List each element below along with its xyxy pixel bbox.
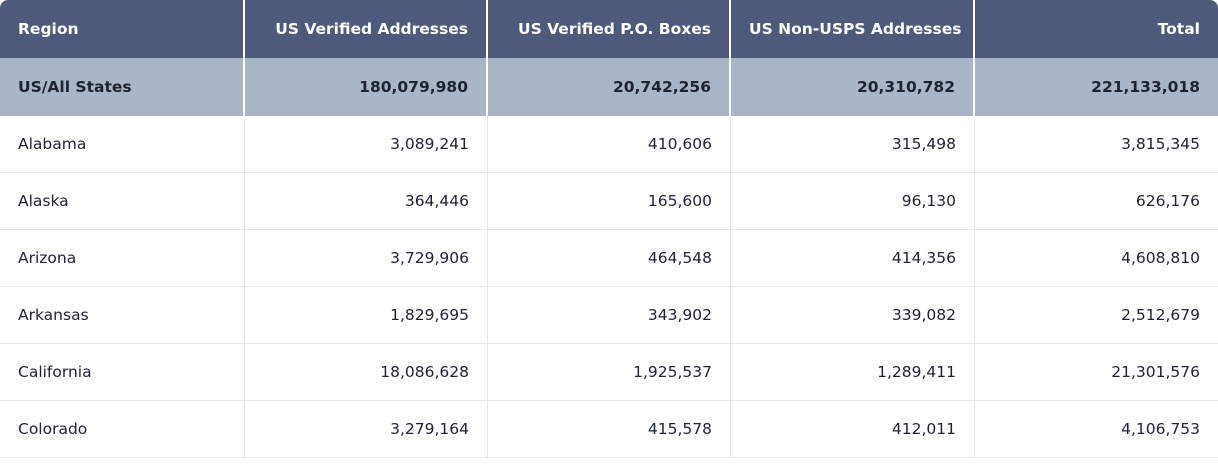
- table-cell: 339,082: [731, 287, 975, 344]
- table-cell: 3,729,906: [245, 230, 488, 287]
- table-cell: 414,356: [731, 230, 975, 287]
- table-cell: 343,902: [488, 287, 731, 344]
- column-header: US Verified Addresses: [245, 0, 488, 58]
- table-row: Colorado 3,279,164 415,578 412,011 4,106,753: [0, 401, 1218, 458]
- table-body: US/All States 180,079,980 20,742,256 20,310…: [0, 58, 1218, 458]
- table-cell: 165,600: [488, 173, 731, 230]
- summary-cell: 221,133,018: [975, 58, 1218, 116]
- header-row: Region US Verified Addresses US Verified P…: [0, 0, 1218, 58]
- table-cell: 1,925,537: [488, 344, 731, 401]
- table-cell: 3,089,241: [245, 116, 488, 173]
- table-cell: Arizona: [0, 230, 245, 287]
- table-cell: 4,608,810: [975, 230, 1218, 287]
- column-header: Region: [0, 0, 245, 58]
- table-cell: 626,176: [975, 173, 1218, 230]
- table-cell: 464,548: [488, 230, 731, 287]
- table-cell: Alaska: [0, 173, 245, 230]
- table-cell: 18,086,628: [245, 344, 488, 401]
- table-row: Alaska 364,446 165,600 96,130 626,176: [0, 173, 1218, 230]
- table-cell: Arkansas: [0, 287, 245, 344]
- table-cell: 2,512,679: [975, 287, 1218, 344]
- table-row: Arkansas 1,829,695 343,902 339,082 2,512,679: [0, 287, 1218, 344]
- table-row: California 18,086,628 1,925,537 1,289,411 21…: [0, 344, 1218, 401]
- summary-cell: 180,079,980: [245, 58, 488, 116]
- table-cell: 315,498: [731, 116, 975, 173]
- table-cell: 3,279,164: [245, 401, 488, 458]
- summary-cell: 20,310,782: [731, 58, 975, 116]
- column-header: US Verified P.O. Boxes: [488, 0, 731, 58]
- table-cell: 1,289,411: [731, 344, 975, 401]
- table-cell: 96,130: [731, 173, 975, 230]
- table-cell: 415,578: [488, 401, 731, 458]
- table-cell: 3,815,345: [975, 116, 1218, 173]
- summary-cell: 20,742,256: [488, 58, 731, 116]
- summary-cell: US/All States: [0, 58, 245, 116]
- table-cell: 410,606: [488, 116, 731, 173]
- table-cell: 4,106,753: [975, 401, 1218, 458]
- table-cell: 364,446: [245, 173, 488, 230]
- table-row: Alabama 3,089,241 410,606 315,498 3,815,345: [0, 116, 1218, 173]
- table-cell: California: [0, 344, 245, 401]
- column-header: US Non-USPS Addresses: [731, 0, 975, 58]
- table-cell: Alabama: [0, 116, 245, 173]
- table-cell: 412,011: [731, 401, 975, 458]
- table-cell: 21,301,576: [975, 344, 1218, 401]
- table-row: Arizona 3,729,906 464,548 414,356 4,608,810: [0, 230, 1218, 287]
- summary-row: US/All States 180,079,980 20,742,256 20,310…: [0, 58, 1218, 116]
- table-header: Region US Verified Addresses US Verified P…: [0, 0, 1218, 58]
- table-cell: Colorado: [0, 401, 245, 458]
- column-header: Total: [975, 0, 1218, 58]
- table-cell: 1,829,695: [245, 287, 488, 344]
